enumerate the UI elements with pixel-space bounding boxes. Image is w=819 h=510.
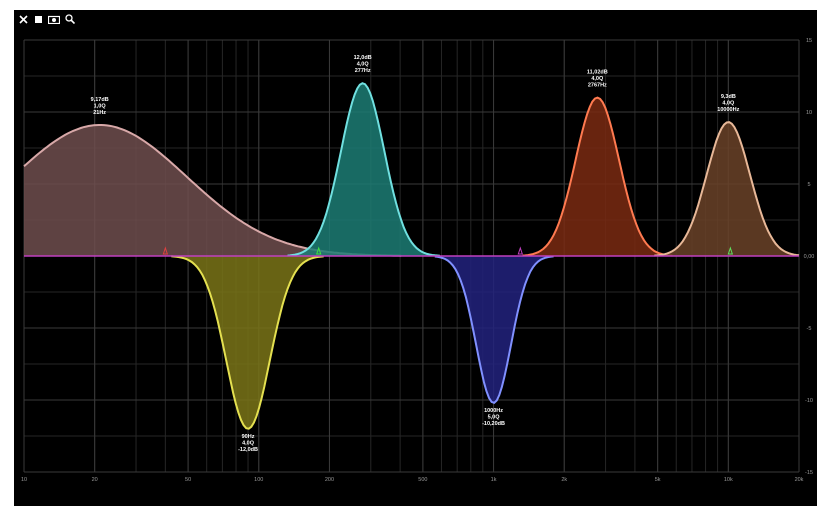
y-tick-label: 10 xyxy=(806,110,812,116)
x-tick-label: 20k xyxy=(795,477,804,483)
band-3-label: 277Hz xyxy=(355,68,371,74)
x-tick-label: 50 xyxy=(185,477,191,483)
band-1-label: 1,0Q xyxy=(94,103,107,109)
x-tick-label: 20 xyxy=(92,477,98,483)
y-tick-label: -15 xyxy=(805,470,813,476)
filter-handle xyxy=(162,246,169,255)
band-5-label: 4,0Q xyxy=(591,76,604,82)
band-3-curve xyxy=(287,82,440,257)
band-4-curve xyxy=(434,255,554,404)
band-4-area xyxy=(434,256,554,403)
band-2-area xyxy=(171,256,324,429)
band-2-label: 4,0Q xyxy=(242,440,255,446)
band-6-curve xyxy=(654,121,800,257)
zoom-icon[interactable] xyxy=(65,14,75,24)
band-2-curve xyxy=(171,255,324,430)
stop-icon[interactable] xyxy=(33,14,43,24)
x-tick-label: 500 xyxy=(418,477,427,483)
camera-icon[interactable] xyxy=(48,14,60,24)
band-5-label: 2767Hz xyxy=(588,83,607,89)
eq-window: 10 20 50 100 200 500 1k 2k 5k 10k 20k 15 10 5 0,00 -5 -1… xyxy=(14,10,817,506)
band-1-area xyxy=(24,125,402,256)
band-6-area xyxy=(654,122,799,256)
y-tick-label: 0,00 xyxy=(804,254,815,260)
x-tick-label: 5k xyxy=(655,477,661,483)
x-tick-label: 10 xyxy=(21,477,27,483)
x-tick-label: 10k xyxy=(724,477,733,483)
band-1-label: 9,17dB xyxy=(91,97,109,103)
band-3-label: 12,0dB xyxy=(354,55,372,61)
x-tick-label: 1k xyxy=(491,477,497,483)
band-3-label: 4,0Q xyxy=(357,62,370,68)
band-3-area xyxy=(287,83,440,256)
band-6-label: 4,0Q xyxy=(722,101,735,107)
band-4-label: -10,20dB xyxy=(482,421,505,427)
x-tick-label: 2k xyxy=(561,477,567,483)
eq-chart[interactable]: 10 20 50 100 200 500 1k 2k 5k 10k 20k 15 10 5 0,00 -5 -1… xyxy=(14,10,817,506)
band-4-label: 1000Hz xyxy=(484,408,503,414)
y-tick-label: -5 xyxy=(807,326,812,332)
band-5-curve xyxy=(522,96,673,257)
y-tick-label: 15 xyxy=(806,38,812,44)
x-tick-label: 200 xyxy=(325,477,334,483)
band-4-label: 5,0Q xyxy=(488,414,501,420)
band-1-label: 21Hz xyxy=(93,110,106,116)
band-5-label: 11,02dB xyxy=(587,70,608,76)
y-tick-label: -10 xyxy=(805,398,813,404)
filter-handle xyxy=(517,246,523,255)
band-2-label: 90Hz xyxy=(242,434,255,440)
band-6-label: 9,3dB xyxy=(721,94,736,100)
band-5-area xyxy=(522,97,673,256)
filter-handle xyxy=(316,246,322,255)
filter-handle xyxy=(727,246,734,255)
band-2-label: -12,0dB xyxy=(238,447,258,453)
y-tick-label: 5 xyxy=(807,182,810,188)
close-icon[interactable] xyxy=(18,14,28,24)
toolbar xyxy=(18,13,75,25)
band-6-label: 10000Hz xyxy=(717,107,739,113)
x-tick-label: 100 xyxy=(254,477,263,483)
